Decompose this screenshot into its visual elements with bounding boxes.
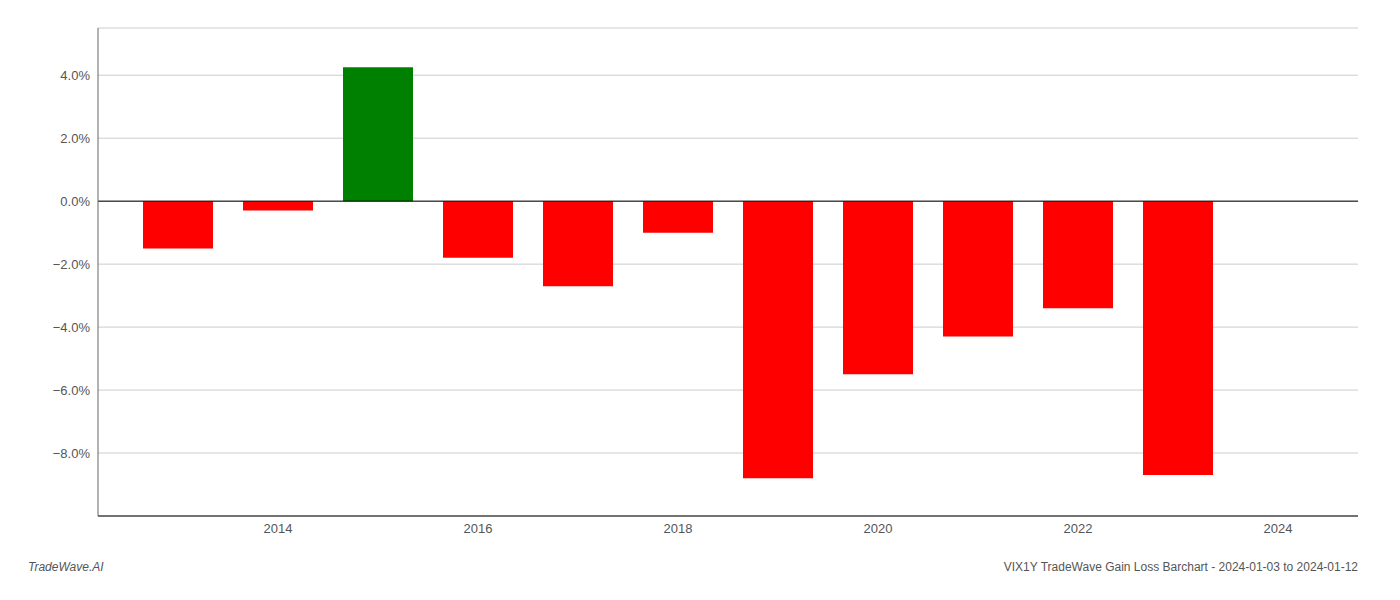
svg-text:−2.0%: −2.0%: [53, 257, 91, 272]
svg-text:0.0%: 0.0%: [60, 194, 90, 209]
svg-text:2024: 2024: [1264, 521, 1293, 536]
svg-text:2018: 2018: [664, 521, 693, 536]
svg-text:2014: 2014: [264, 521, 293, 536]
html-text:TradeWave.AI: TradeWave.AI: [28, 560, 104, 574]
svg-text:2.0%: 2.0%: [60, 131, 90, 146]
svg-text:2022: 2022: [1064, 521, 1093, 536]
svg-text:4.0%: 4.0%: [60, 68, 90, 83]
svg-text:2016: 2016: [464, 521, 493, 536]
svg-text:2020: 2020: [864, 521, 893, 536]
html-text:VIX1Y TradeWave Gain Loss Barc: VIX1Y TradeWave Gain Loss Barchart - 202…: [1003, 560, 1358, 574]
svg-text:−4.0%: −4.0%: [53, 320, 91, 335]
svg-text:−6.0%: −6.0%: [53, 383, 91, 398]
svg-text:−8.0%: −8.0%: [53, 446, 91, 461]
